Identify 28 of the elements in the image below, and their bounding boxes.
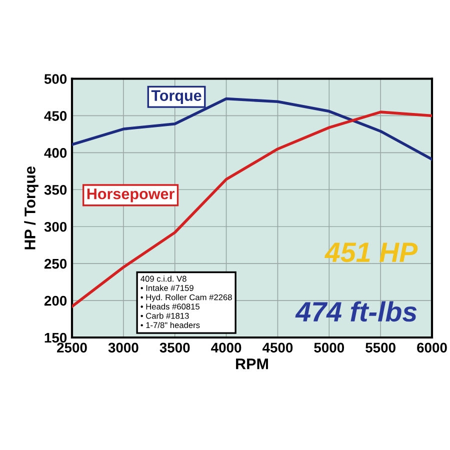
y-tick-label: 150 — [44, 332, 67, 343]
y-tick-label: 250 — [44, 258, 67, 269]
annotation: 474 ft-lbs — [295, 301, 417, 322]
x-tick-label: 5000 — [314, 342, 344, 353]
annotation: 409 c.i.d. V8 — [140, 276, 186, 282]
annotation: • Heads #60815 — [140, 303, 200, 310]
y-tick-label: 350 — [44, 184, 67, 195]
x-tick-label: 4500 — [262, 342, 293, 353]
x-tick-label: 3500 — [160, 342, 190, 353]
annotation: • 1-7/8" headers — [140, 322, 200, 328]
y-tick-label: 500 — [44, 74, 67, 84]
y-tick-label: 400 — [44, 148, 67, 158]
y-tick-label: 300 — [44, 222, 67, 232]
x-axis-title: RPM — [236, 358, 268, 370]
annotation: • Intake #7159 — [140, 284, 194, 291]
annotation: 451 HP — [324, 242, 418, 262]
x-tick-label: 3000 — [108, 342, 138, 353]
annotation: • Carb #1813 — [140, 312, 189, 319]
annotation: • Hyd. Roller Cam #2268 — [140, 294, 232, 302]
series-label: Horsepower — [87, 188, 174, 202]
y-tick-label: 450 — [44, 111, 67, 121]
y-tick-label: 200 — [44, 296, 67, 306]
series-label: Torque — [151, 90, 202, 104]
x-tick-label: 5500 — [366, 342, 396, 353]
x-tick-label: 4000 — [211, 342, 242, 353]
x-tick-label: 6000 — [417, 342, 447, 353]
y-axis-title: HP / Torque — [24, 166, 38, 250]
x-tick-label: 2500 — [57, 342, 87, 353]
